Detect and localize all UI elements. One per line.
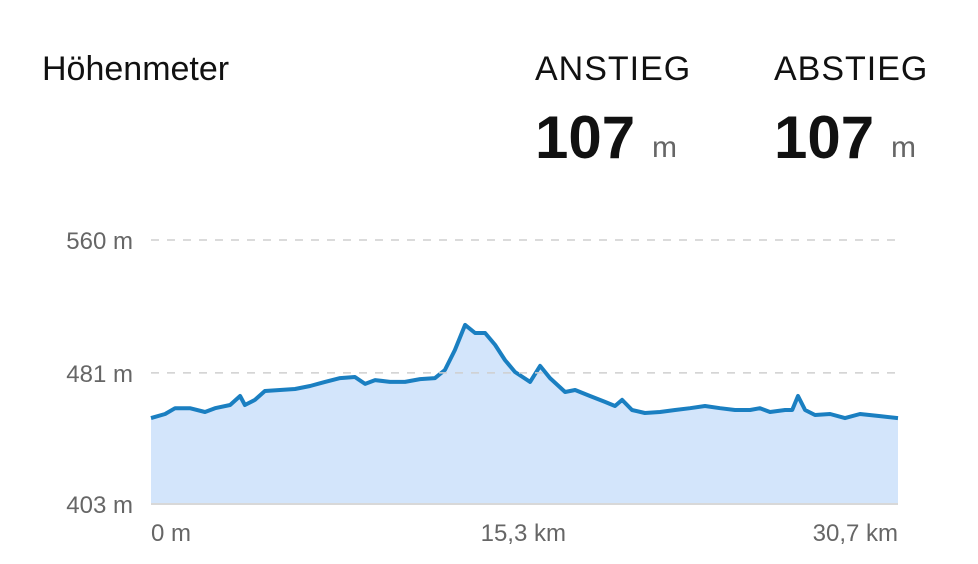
y-tick-label: 560 m bbox=[66, 228, 133, 255]
stat-unit: m bbox=[652, 131, 677, 164]
x-tick-label: 30,7 km bbox=[813, 520, 898, 547]
stat-unit: m bbox=[891, 131, 916, 164]
y-tick-label: 403 m bbox=[66, 492, 133, 519]
y-tick-label: 481 m bbox=[66, 361, 133, 388]
area-fill bbox=[151, 324, 898, 504]
stat-label: ABSTIEG bbox=[774, 50, 928, 88]
title: Höhenmeter bbox=[42, 50, 229, 88]
elevation-line bbox=[150, 322, 899, 421]
stat-label: ANSTIEG bbox=[535, 50, 691, 88]
x-tick-label: 0 m bbox=[151, 520, 191, 547]
stat-value: 107 bbox=[774, 104, 874, 171]
stat-value: 107 bbox=[535, 104, 635, 171]
x-tick-label: 15,3 km bbox=[481, 520, 566, 547]
